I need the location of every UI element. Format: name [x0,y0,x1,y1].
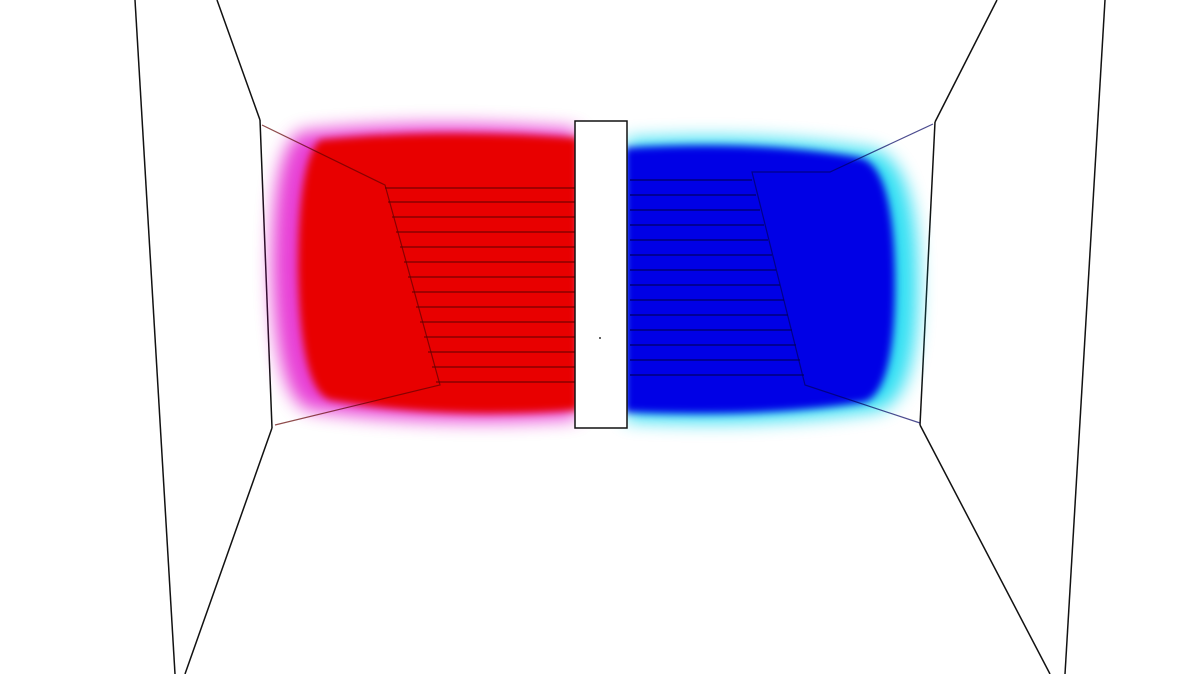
bottom-right-edge [919,424,1051,674]
divider-center-dot [599,337,601,339]
blue-region-stripes [630,179,804,376]
back-left-edge [259,119,273,429]
bottom-left-edge [184,427,273,674]
right-blue-region [625,123,934,424]
outer-left-edge [134,0,176,674]
top-right-edge [934,0,998,123]
blue-region-core [625,145,895,414]
red-region-core [298,133,578,414]
room-wireframe [134,0,1106,674]
back-right-edge [919,121,936,426]
central-divider-panel [574,120,628,429]
top-left-edge [216,0,261,121]
red-region-stripes [385,187,575,383]
left-red-region [261,124,578,426]
outer-right-edge [1064,0,1106,674]
